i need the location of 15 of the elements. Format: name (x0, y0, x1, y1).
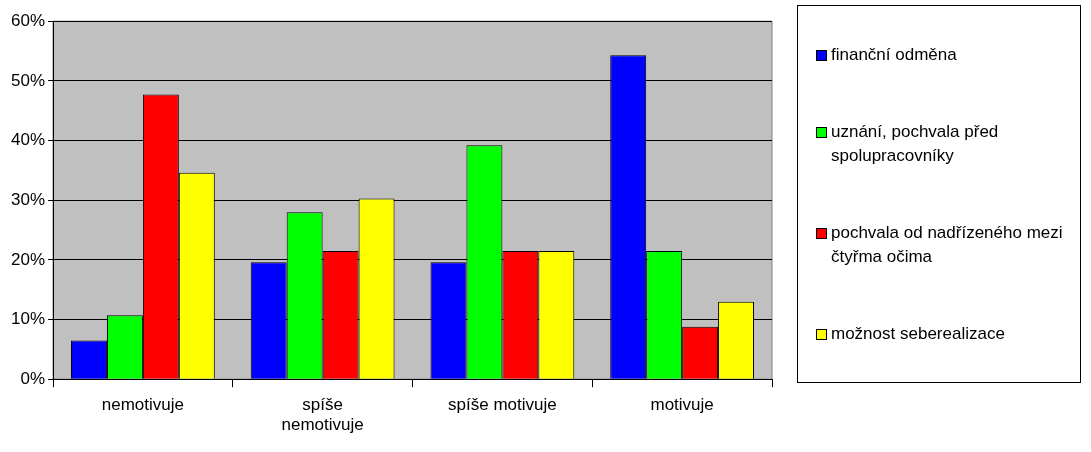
x-tick-label: nemotivuje (101, 395, 185, 415)
x-tick-label: spíše nemotivuje (281, 395, 364, 435)
y-tick-label: 10% (10, 309, 46, 329)
legend-label: pochvala od nadřízeného mezi čtyřma očima (831, 221, 1064, 268)
y-tick-label: 60% (10, 10, 46, 30)
legend-label: finanční odměna (831, 43, 957, 66)
y-tick-label: 50% (10, 70, 46, 90)
legend-label: uznání, pochvala před spolupracovníky (831, 120, 1000, 167)
y-tick-label: 0% (20, 368, 46, 388)
x-tick-label: spíše motivuje (448, 395, 557, 415)
legend-label: možnost seberealizace (831, 322, 1005, 345)
x-tick-label: motivuje (650, 395, 714, 415)
y-tick-label: 20% (10, 249, 46, 269)
y-tick-label: 40% (10, 130, 46, 150)
y-tick-label: 30% (10, 189, 46, 209)
